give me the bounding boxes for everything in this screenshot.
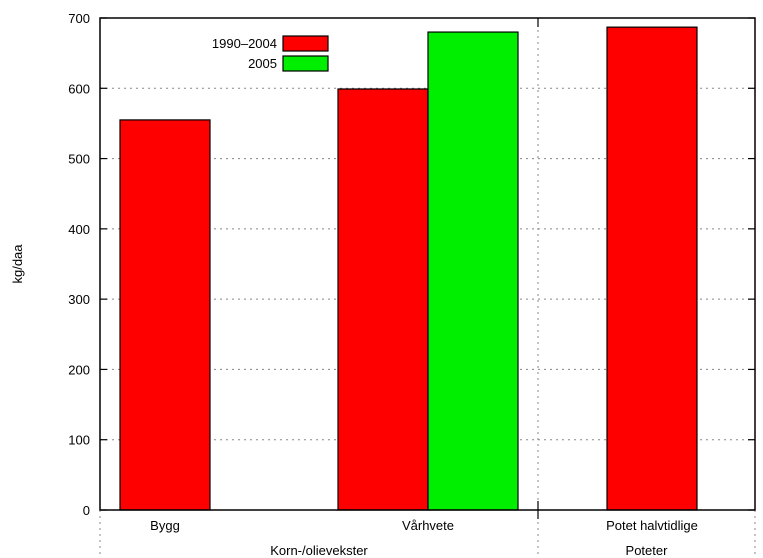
plot-frame [99, 17, 756, 511]
legend-label: 2005 [248, 56, 277, 71]
bars [119, 26, 698, 511]
y-tick-label: 700 [68, 11, 90, 26]
y-tick-label: 600 [68, 81, 90, 96]
x-tick-label: Bygg [150, 518, 180, 533]
y-tick-label: 400 [68, 222, 90, 237]
y-tick-label: 500 [68, 152, 90, 167]
y-tick-label: 200 [68, 362, 90, 377]
bar [337, 88, 429, 511]
y-axis-title: kg/daa [10, 244, 25, 284]
axes: 0 100 200 300 400 500 600 700 Bygg Vårhvete Potet … [68, 11, 755, 558]
y-tick-label: 300 [68, 292, 90, 307]
x-tick-label: Potet halvtidlige [606, 518, 698, 533]
bar [427, 31, 519, 511]
x-tick-label: Vårhvete [402, 518, 454, 533]
legend: 1990–2004 2005 [212, 35, 329, 72]
bar [606, 26, 698, 511]
legend-swatch [282, 55, 329, 72]
y-tick-label: 0 [83, 503, 90, 518]
y-tick-label: 100 [68, 433, 90, 448]
group-label: Korn-/olievekster [270, 543, 368, 558]
bar [119, 119, 211, 511]
group-label: Poteter [626, 543, 669, 558]
legend-swatch [282, 35, 329, 52]
legend-label: 1990–2004 [212, 36, 277, 51]
